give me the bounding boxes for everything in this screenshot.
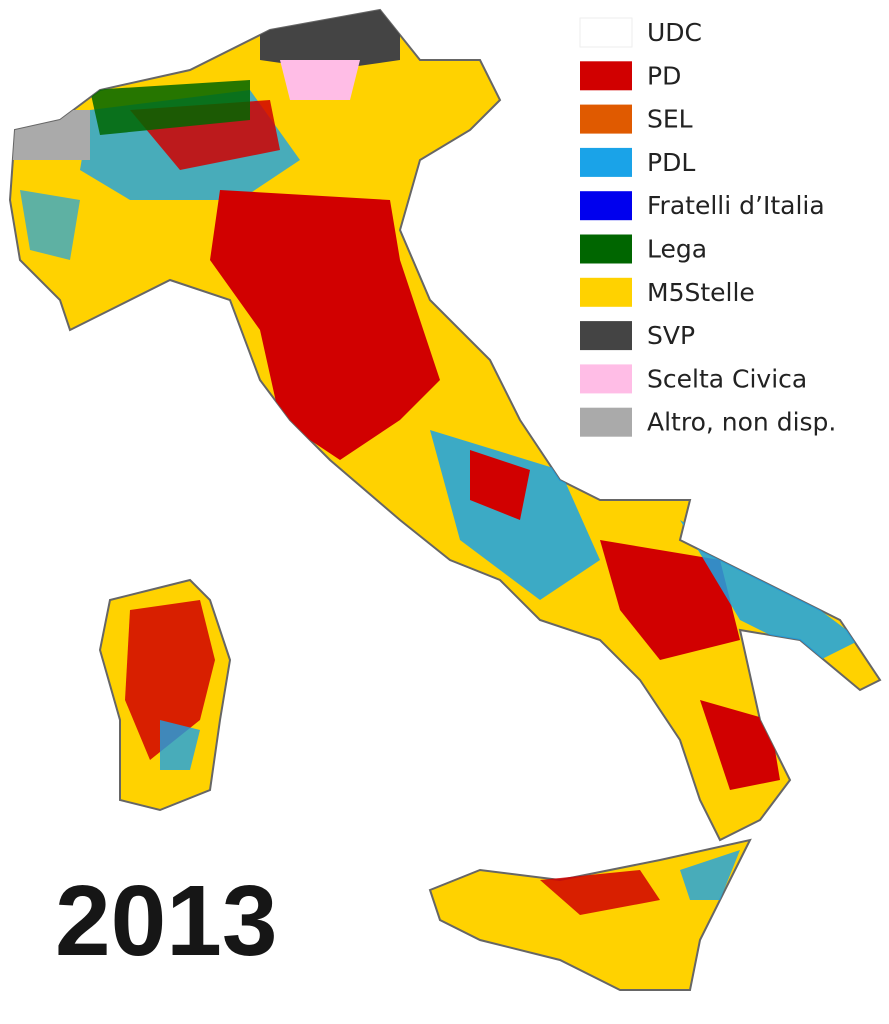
- legend-label: M5Stelle: [647, 278, 755, 307]
- legend-swatch: [579, 17, 633, 48]
- legend-swatch: [580, 277, 632, 307]
- legend-label: PD: [647, 61, 681, 90]
- mainland: [8, 8, 882, 842]
- legend-swatch: [580, 104, 632, 134]
- legend-label: Altro, non disp.: [647, 408, 836, 437]
- legend-label: SEL: [647, 105, 693, 134]
- legend-label: Scelta Civica: [647, 364, 807, 393]
- legend-swatch: [580, 61, 632, 91]
- legend-label: Lega: [647, 235, 707, 264]
- sardinia: [98, 578, 232, 812]
- legend-label: Fratelli d’Italia: [647, 191, 825, 220]
- map-year: 2013: [55, 865, 277, 977]
- sicily: [428, 838, 752, 991]
- legend-label: PDL: [647, 148, 695, 177]
- legend-swatch: [580, 407, 632, 437]
- legend-swatch: [580, 191, 632, 221]
- legend-label: UDC: [647, 18, 702, 47]
- legend: UDC PD SEL PDL Fratelli d’Italia Lega M5Stelle…: [579, 17, 836, 437]
- legend-swatch: [580, 234, 632, 264]
- legend-label: SVP: [647, 321, 695, 350]
- legend-swatch: [580, 364, 632, 394]
- legend-swatch: [580, 147, 632, 177]
- legend-swatch: [580, 321, 632, 351]
